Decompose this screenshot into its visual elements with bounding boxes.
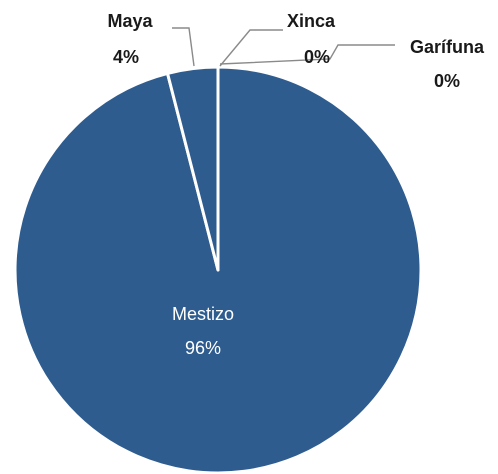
maya-label-name: Maya — [107, 11, 153, 31]
pie-slices — [13, 65, 423, 474]
garifuna-label-name: Garífuna — [410, 37, 485, 57]
maya-label-value: 4% — [113, 47, 139, 67]
maya-leader-line — [172, 27, 195, 67]
garifuna-leader-line — [219, 44, 395, 65]
xinca-label-name: Xinca — [287, 11, 336, 31]
garifuna-label-value: 0% — [434, 71, 460, 91]
xinca-leader-line — [219, 29, 283, 67]
xinca-label-value: 0% — [304, 47, 330, 67]
mestizo-label-value: 96% — [185, 338, 221, 358]
mestizo-label-name: Mestizo — [172, 304, 234, 324]
